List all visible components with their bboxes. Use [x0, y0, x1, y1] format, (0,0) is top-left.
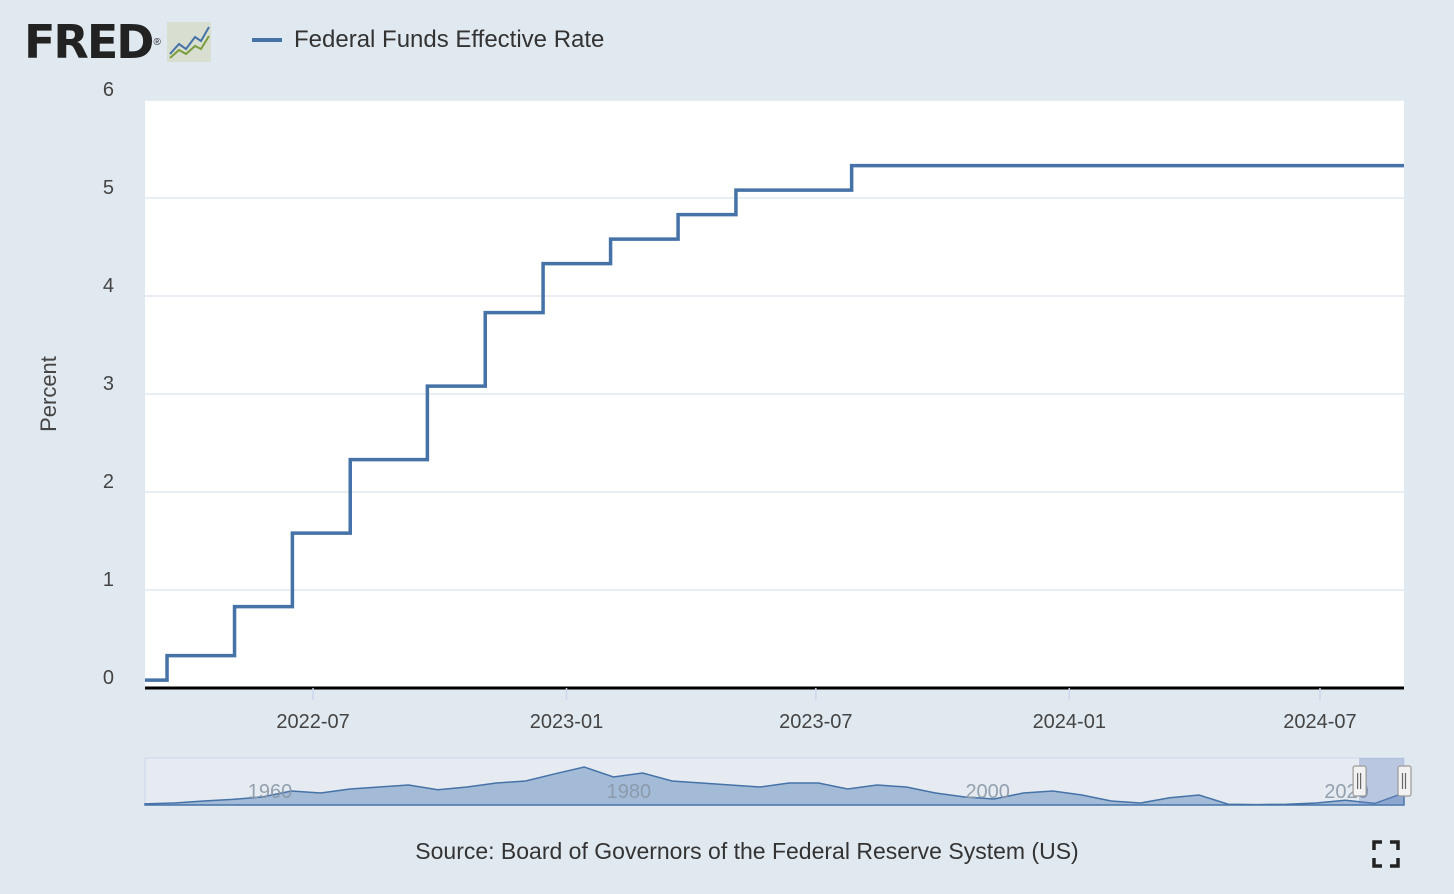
navigator-handle-left[interactable]: [1352, 765, 1367, 797]
fred-logo: FRED: [24, 15, 154, 69]
y-tick-label: 3: [103, 373, 114, 395]
y-tick-label: 0: [103, 667, 114, 689]
legend-label: Federal Funds Effective Rate: [294, 26, 605, 53]
x-tick-label: 2024-07: [1283, 711, 1356, 733]
series-line: [145, 163, 1404, 682]
y-axis-label: Percent: [36, 356, 61, 432]
navigator-handle-right[interactable]: [1397, 765, 1412, 797]
y-tick-label: 5: [103, 177, 114, 199]
legend-line-swatch: [252, 38, 282, 42]
y-tick-label: 6: [103, 79, 114, 101]
navigator-series: [144, 766, 1405, 806]
navigator-tick-label: 1980: [607, 781, 652, 803]
navigator-tick-label: 2000: [965, 781, 1010, 803]
x-tick-label: 2023-07: [779, 711, 852, 733]
chart-legend[interactable]: Federal Funds Effective Rate: [252, 26, 604, 54]
navigator-tick-label: 1960: [248, 781, 293, 803]
fred-registered-mark: ®: [153, 36, 161, 48]
y-tick-label: 1: [103, 569, 114, 591]
x-tick-label: 2022-07: [276, 711, 349, 733]
fullscreen-icon[interactable]: [1372, 840, 1400, 868]
fred-logo-header[interactable]: FRED ®: [24, 18, 211, 66]
x-tick-label: 2023-01: [530, 711, 603, 733]
y-tick-label: 2: [103, 471, 114, 493]
y-tick-label: 4: [103, 275, 114, 297]
fred-chart-icon: [166, 22, 211, 62]
source-text: Source: Board of Governors of the Federa…: [415, 838, 1079, 864]
x-tick-label: 2024-01: [1033, 711, 1106, 733]
